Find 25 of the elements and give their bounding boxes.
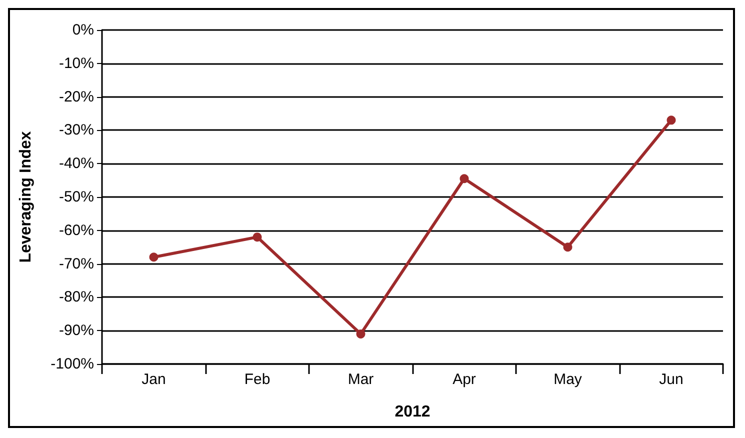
y-tick-label: -100% bbox=[50, 356, 94, 372]
y-tick-label: -60% bbox=[58, 222, 94, 239]
point bbox=[666, 116, 676, 125]
x-tick-label: Jan bbox=[142, 371, 166, 388]
point bbox=[460, 174, 469, 184]
y-tick-label: -20% bbox=[58, 88, 94, 106]
x-tick-label: Jun bbox=[659, 371, 684, 388]
point bbox=[563, 242, 572, 252]
y-tick-label: -80% bbox=[58, 288, 94, 306]
y-tick-label: -10% bbox=[58, 54, 94, 72]
x-tick-label: May bbox=[554, 371, 582, 388]
y-tick-label: -50% bbox=[58, 188, 94, 206]
x-axis-title: 2012 bbox=[394, 404, 430, 420]
y-axis-title: Leveraging Index bbox=[18, 131, 34, 263]
point bbox=[252, 232, 262, 242]
y-tick-label: -30% bbox=[58, 122, 94, 139]
point bbox=[356, 329, 366, 338]
x-tick-label: Apr bbox=[452, 371, 476, 388]
y-tick-label: -90% bbox=[58, 322, 94, 340]
x-tick-label: Mar bbox=[348, 371, 374, 388]
point bbox=[149, 252, 158, 262]
y-tick-label: 0% bbox=[72, 22, 94, 38]
y-tick-label: -70% bbox=[58, 255, 94, 272]
y-tick-label: -40% bbox=[58, 155, 94, 172]
x-tick-label: Feb bbox=[244, 371, 270, 388]
